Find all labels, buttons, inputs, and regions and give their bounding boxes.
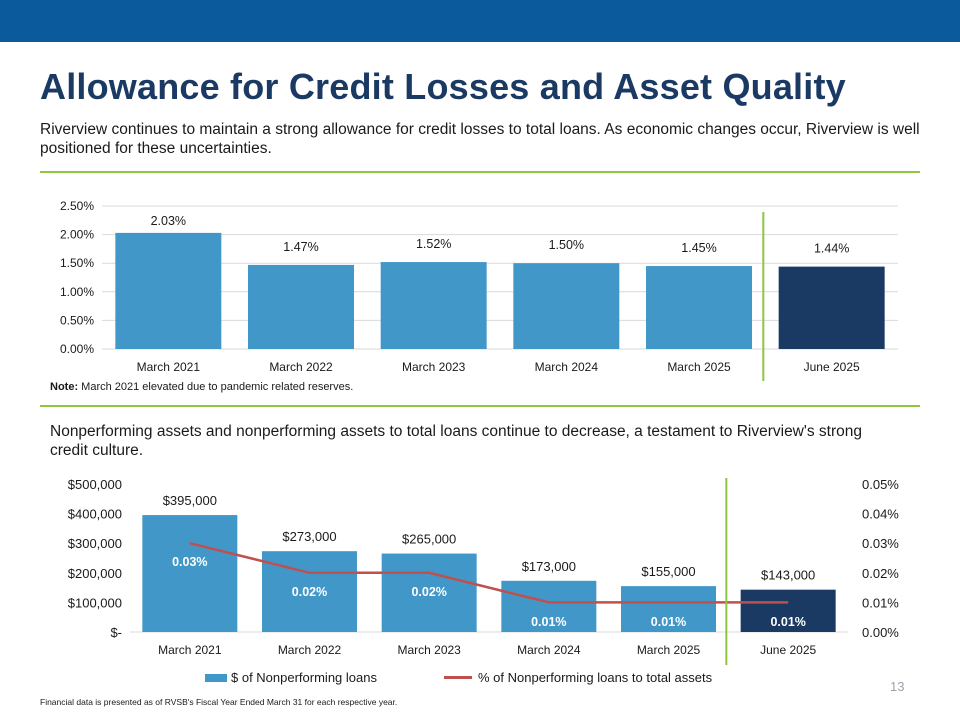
- page-title: Allowance for Credit Losses and Asset Qu…: [40, 66, 846, 107]
- divider-top: [40, 171, 920, 173]
- bar-data-label: $395,000: [163, 493, 217, 508]
- y-left-tick-label: $500,000: [68, 477, 122, 492]
- y-right-tick-label: 0.01%: [862, 595, 899, 610]
- x-tick-label: March 2023: [397, 643, 461, 657]
- x-tick-label: March 2021: [137, 360, 201, 374]
- x-tick-label: March 2025: [667, 360, 731, 374]
- line-data-label: 0.02%: [411, 585, 446, 599]
- x-tick-label: March 2024: [517, 643, 581, 657]
- line-data-label: 0.01%: [651, 615, 686, 629]
- bar: [646, 266, 752, 349]
- data-label: 1.45%: [681, 241, 716, 255]
- y-tick-label: 1.50%: [60, 256, 94, 270]
- top-banner: [0, 0, 960, 42]
- data-label: 1.47%: [283, 240, 318, 254]
- y-right-tick-label: 0.03%: [862, 536, 899, 551]
- y-left-tick-label: $100,000: [68, 595, 122, 610]
- y-left-tick-label: $300,000: [68, 536, 122, 551]
- data-label: 2.03%: [151, 214, 186, 228]
- y-tick-label: 1.00%: [60, 285, 94, 299]
- legend-bar-swatch: [205, 673, 227, 682]
- y-tick-label: 2.00%: [60, 228, 94, 242]
- page-number: 13: [890, 679, 905, 694]
- line-data-label: 0.03%: [172, 555, 207, 569]
- y-right-tick-label: 0.04%: [862, 507, 899, 522]
- line-data-label: 0.01%: [770, 615, 805, 629]
- bar: [501, 580, 597, 632]
- series-line: [189, 541, 789, 604]
- bar: [115, 232, 222, 349]
- legend-bar-label: $ of Nonperforming loans: [231, 670, 377, 685]
- bar-data-label: $155,000: [641, 564, 695, 579]
- legend-bar: $ of Nonperforming loans: [205, 670, 377, 685]
- y-left-tick-label: $200,000: [68, 566, 122, 581]
- legend-line-swatch: [444, 676, 472, 679]
- bar: [740, 589, 836, 632]
- bar-data-label: $265,000: [402, 532, 456, 547]
- y-right-tick-label: 0.05%: [862, 477, 899, 492]
- chart-note: Note: March 2021 elevated due to pandemi…: [50, 381, 353, 393]
- bar: [248, 264, 354, 349]
- bar-data-label: $273,000: [282, 529, 336, 544]
- section-text: Nonperforming assets and nonperforming a…: [50, 423, 862, 459]
- page-subtitle: Riverview continues to maintain a strong…: [40, 121, 920, 157]
- x-tick-label: June 2025: [760, 643, 816, 657]
- legend-line: % of Nonperforming loans to total assets: [444, 670, 712, 685]
- line-data-label: 0.02%: [292, 585, 327, 599]
- bar: [380, 262, 487, 349]
- x-tick-label: March 2022: [278, 643, 342, 657]
- bar-data-label: $173,000: [522, 559, 576, 574]
- y-tick-label: 2.50%: [60, 199, 94, 213]
- x-tick-label: June 2025: [804, 360, 860, 374]
- x-tick-label: March 2021: [158, 643, 222, 657]
- bar: [513, 263, 620, 349]
- data-label: 1.50%: [549, 238, 584, 252]
- y-right-tick-label: 0.00%: [862, 625, 899, 640]
- y-left-tick-label: $400,000: [68, 507, 122, 522]
- note-label: Note:: [50, 381, 79, 393]
- x-tick-label: March 2023: [402, 360, 466, 374]
- bar-data-label: $143,000: [761, 568, 815, 583]
- y-tick-label: 0.50%: [60, 313, 94, 327]
- y-right-tick-label: 0.02%: [862, 566, 899, 581]
- line-data-label: 0.01%: [531, 615, 566, 629]
- note-text: March 2021 elevated due to pandemic rela…: [78, 381, 354, 393]
- y-left-tick-label: $-: [110, 625, 122, 640]
- bar: [142, 515, 238, 632]
- x-tick-label: March 2025: [637, 643, 701, 657]
- x-tick-label: March 2022: [269, 360, 333, 374]
- data-label: 1.52%: [416, 237, 451, 251]
- data-label: 1.44%: [814, 242, 849, 256]
- bar: [381, 553, 477, 632]
- bar: [621, 586, 716, 632]
- footer-note: Financial data is presented as of RVSB's…: [40, 697, 398, 707]
- bar: [778, 266, 885, 349]
- divider-middle: [40, 405, 920, 407]
- x-tick-label: March 2024: [535, 360, 599, 374]
- y-tick-label: 0.00%: [60, 342, 94, 356]
- legend-line-label: % of Nonperforming loans to total assets: [478, 670, 713, 685]
